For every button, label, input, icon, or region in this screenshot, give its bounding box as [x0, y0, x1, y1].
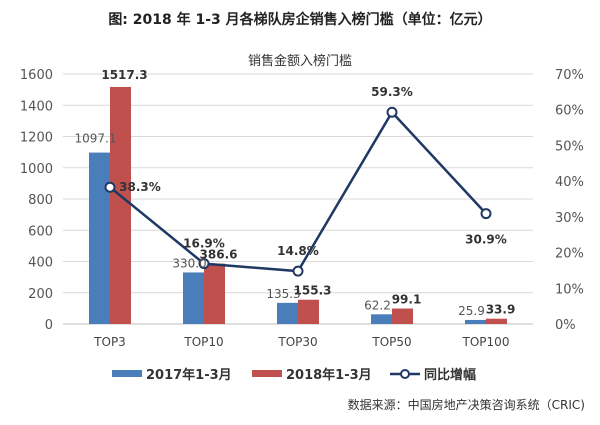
chart-title: 图: 2018 年 1-3 月各梯队房企销售入榜门槛（单位：亿元） [108, 11, 491, 28]
bar-2018 [298, 299, 319, 324]
growth-label: 30.9% [465, 233, 507, 247]
bar-label-2018: 99.1 [392, 293, 422, 307]
y-left-tick-label: 200 [28, 287, 53, 302]
growth-point [198, 258, 210, 270]
growth-label: 14.8% [277, 244, 319, 258]
x-tick-label: TOP10 [183, 335, 223, 349]
y-left-tick-label: 800 [28, 193, 53, 208]
bar-2018 [204, 263, 225, 324]
bar-2017 [89, 152, 110, 324]
y-left-tick-label: 1200 [20, 131, 53, 146]
bar-label-2018: 33.9 [486, 303, 516, 317]
growth-point [104, 181, 116, 193]
bar-2017 [277, 302, 298, 324]
bar-2017 [183, 272, 204, 324]
bar-2017 [465, 319, 486, 324]
source-note: 数据来源：中国房地产决策咨询系统（CRIC) [348, 397, 585, 412]
y-right-tick-label: 10% [555, 282, 584, 297]
bar-2018 [486, 318, 507, 324]
y-right-tick-label: 60% [555, 104, 584, 119]
y-right-tick-label: 50% [555, 139, 584, 154]
y-right-tick-label: 0% [555, 318, 576, 333]
bar-label-2017: 135.3 [266, 287, 300, 301]
growth-label: 16.9% [183, 237, 225, 251]
chart-subtitle: 销售金额入榜门槛 [248, 53, 352, 69]
bar-label-2018: 386.6 [200, 248, 238, 262]
x-tick-label: TOP3 [93, 335, 126, 349]
bar-2018 [110, 86, 131, 324]
bar-label-2017: 62.2 [364, 298, 391, 312]
growth-label: 38.3% [119, 180, 161, 194]
y-left-tick-label: 1600 [20, 68, 53, 83]
legend-swatch-2017 [112, 370, 142, 377]
x-tick-label: TOP50 [371, 335, 411, 349]
legend-marker-growth [400, 369, 410, 379]
growth-point [292, 265, 304, 277]
y-left-tick-label: 1000 [20, 162, 53, 177]
y-right-tick-label: 70% [555, 68, 584, 83]
growth-label: 59.3% [371, 85, 413, 99]
legend-label-growth: 同比增幅 [424, 367, 476, 383]
legend-label-2018: 2018年1-3月 [286, 367, 372, 383]
bar-label-2018: 155.3 [294, 284, 332, 298]
bar-label-2018: 1517.3 [101, 68, 147, 82]
x-tick-label: TOP100 [462, 335, 510, 349]
bar-label-2017: 1097.1 [75, 132, 117, 146]
bar-2017 [371, 314, 392, 324]
bar-label-2017: 330.0 [172, 256, 206, 270]
x-tick-label: TOP30 [277, 335, 317, 349]
y-left-tick-label: 600 [28, 224, 53, 239]
bar-label-2017: 25.9 [458, 304, 485, 318]
bar-2018 [392, 308, 413, 324]
growth-point [480, 208, 492, 220]
y-left-tick-label: 1400 [20, 99, 53, 114]
legend-swatch-2018 [252, 370, 282, 377]
y-left-tick-label: 0 [45, 318, 53, 333]
legend-label-2017: 2017年1-3月 [146, 367, 232, 383]
y-right-tick-label: 20% [555, 247, 584, 262]
y-right-tick-label: 30% [555, 211, 584, 226]
growth-point [386, 106, 398, 118]
y-right-tick-label: 40% [555, 175, 584, 190]
y-left-tick-label: 400 [28, 256, 53, 271]
